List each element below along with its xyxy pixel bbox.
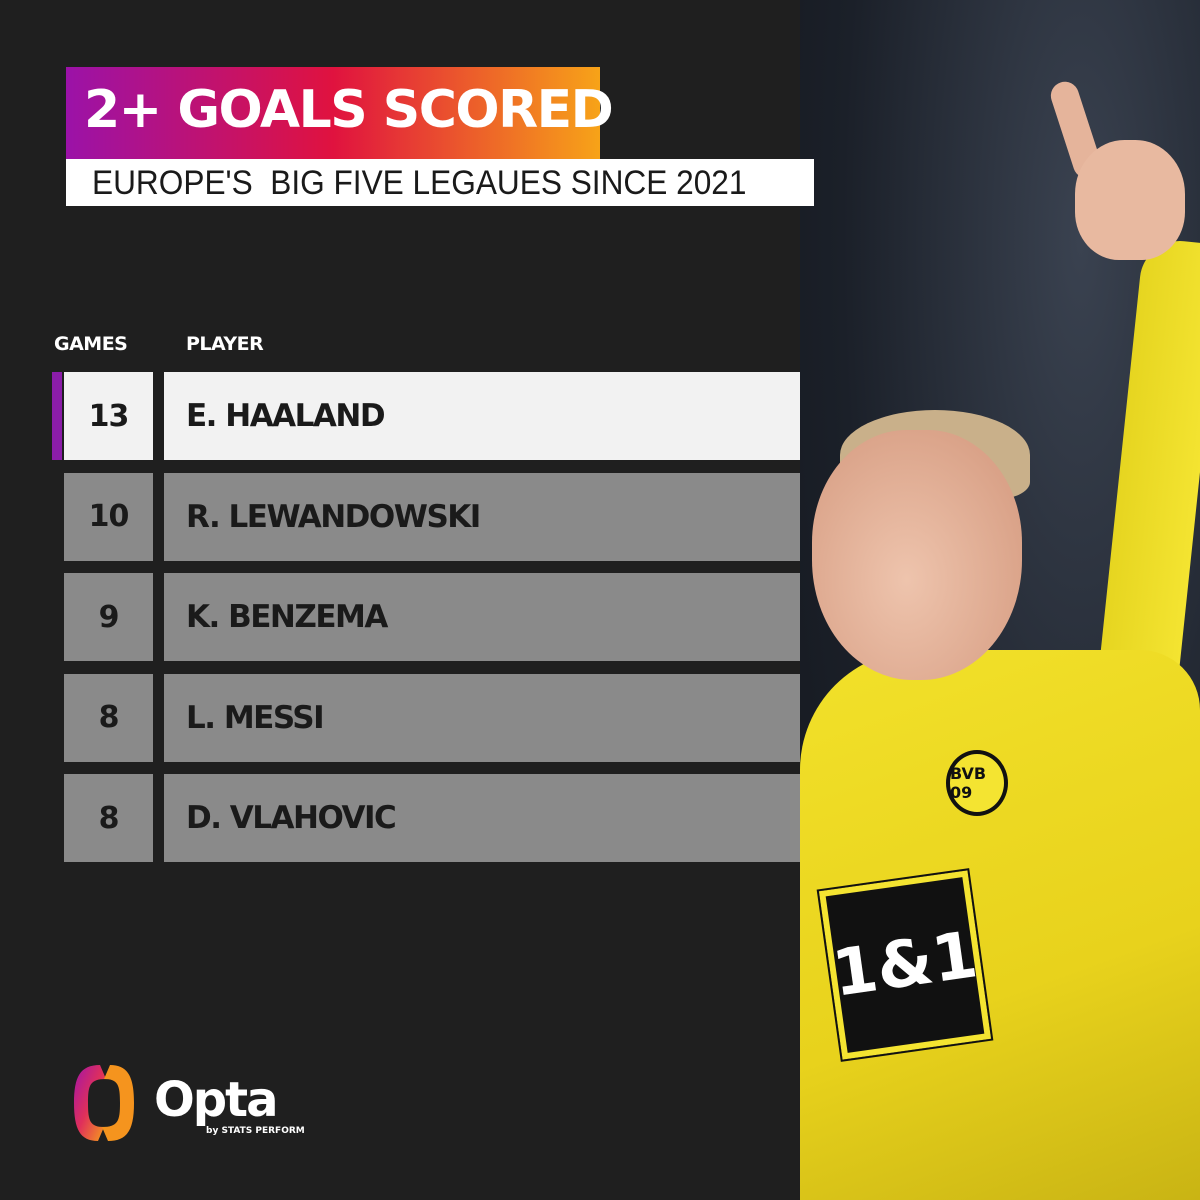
table-row: 13 E. HAALAND	[52, 372, 800, 460]
games-cell: 8	[64, 673, 153, 762]
player-head	[812, 430, 1022, 680]
games-cell: 9	[64, 573, 153, 661]
opta-logo-icon	[74, 1065, 134, 1141]
club-badge: BVB 09	[946, 750, 1008, 816]
player-arm	[1096, 237, 1200, 703]
games-cell: 13	[64, 372, 153, 460]
table-row: 9 K. BENZEMA	[64, 573, 800, 661]
sponsor-logo: 1&1	[816, 868, 994, 1062]
brand-tagline: by STATS PERFORM	[206, 1126, 305, 1136]
table-row: 8 D. VLAHOVIC	[64, 774, 800, 862]
player-hand	[1075, 140, 1185, 260]
player-cell: E. HAALAND	[164, 372, 800, 460]
games-cell: 8	[64, 774, 153, 862]
table-row: 8 L. MESSI	[64, 673, 800, 762]
column-header-player: PLAYER	[186, 333, 264, 355]
table-row: 10 R. LEWANDOWSKI	[64, 472, 800, 561]
page-title: 2+ GOALS SCORED	[84, 80, 614, 140]
subtitle-banner	[66, 159, 814, 206]
brand-name: Opta	[154, 1072, 278, 1128]
page-subtitle: EUROPE'S BIG FIVE LEGAUES SINCE 2021	[92, 164, 747, 202]
games-cell: 10	[64, 472, 153, 561]
highlight-accent	[52, 372, 62, 460]
player-cell: K. BENZEMA	[164, 573, 800, 661]
player-cell: D. VLAHOVIC	[164, 774, 800, 862]
player-photo: BVB 09 1&1	[800, 0, 1200, 1200]
column-header-games: GAMES	[54, 333, 128, 355]
title-banner	[66, 67, 600, 159]
player-cell: L. MESSI	[164, 673, 800, 762]
player-cell: R. LEWANDOWSKI	[164, 472, 800, 561]
